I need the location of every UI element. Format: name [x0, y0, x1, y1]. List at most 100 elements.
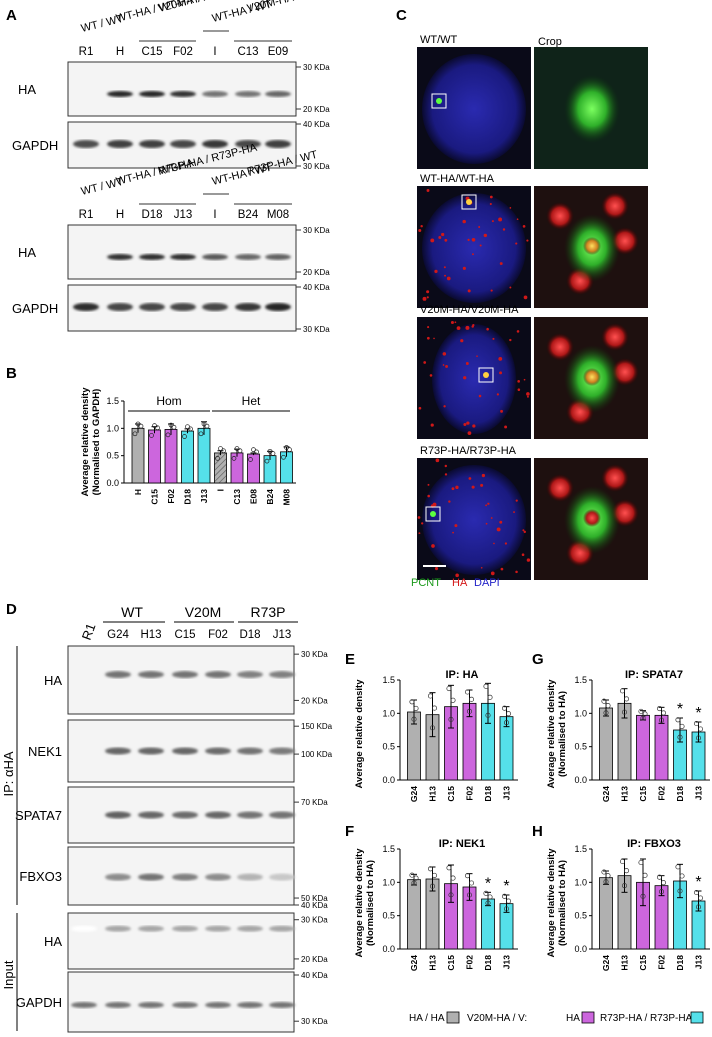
blot-a2-ha-marker-1: 20 KDa — [303, 268, 330, 277]
blot-a1-gapdh-band-0 — [73, 140, 99, 148]
d-lane-D18: D18 — [239, 629, 260, 641]
micro-red-dot-1-17 — [489, 202, 492, 206]
d-ip-band-NEK1-4 — [205, 747, 231, 755]
d-input-band-GAPDH-6 — [269, 1002, 295, 1008]
d-ip-label-HA: HA — [44, 673, 62, 688]
micro-red-dot-3-5 — [521, 553, 525, 557]
d-ip-band-NEK1-3 — [172, 747, 198, 755]
micro-red-dot-2-30 — [443, 405, 446, 408]
d-ip-band-SPATA7-1 — [105, 811, 131, 819]
d-ip-band-NEK1-6 — [269, 747, 295, 755]
micro-red-dot-1-12 — [478, 226, 481, 228]
d-ip-band-FBXO3-6 — [269, 873, 295, 881]
chart-h-ytick-label-1: 0.5 — [574, 911, 587, 921]
d-ip-band-HA-4 — [205, 671, 231, 679]
chart-g-dot-J13-2 — [695, 735, 702, 741]
chart-g-bar-F02 — [654, 714, 669, 781]
micro-red-dot-3-12 — [523, 530, 526, 534]
micro-red-dot-3-6 — [427, 483, 430, 486]
blot-a2-lane-4: I — [213, 209, 216, 221]
chart-h-xtick-H13: H13 — [620, 955, 630, 971]
legend-swatch-0 — [446, 1011, 460, 1024]
d-ip-band-NEK1-1 — [105, 747, 131, 755]
chart-h-ylabel: Average relative density(Normalised to H… — [546, 848, 568, 958]
chart-g-bar-G24 — [599, 707, 613, 781]
chart-g-ylabel: Average relative density(Normalised to H… — [546, 679, 568, 789]
legend-label-0: HA / HA — [409, 1013, 445, 1024]
chart-g-dot-G24-0 — [601, 698, 607, 704]
blot-a2-lane-6: M08 — [267, 209, 289, 221]
chart-h-ylabel-line1: Average relative density — [546, 848, 557, 958]
chart-f-xtick-H13: H13 — [428, 955, 438, 971]
micro-red-dot-3-39 — [444, 473, 448, 476]
d-input-band-HA-3 — [172, 925, 198, 932]
micro-red-dot-2-14 — [430, 423, 434, 427]
micro-red-dot-1-7 — [422, 296, 427, 301]
blot-a2-gapdh-marker-0: 40 KDa — [303, 283, 330, 292]
micro-red-dot-3-28 — [417, 516, 421, 519]
micro-nucleus-3 — [422, 465, 526, 575]
d-input-marker-GAPDH-1: 30 KDa — [301, 1017, 328, 1026]
chart-g-dot-H13-1 — [623, 696, 630, 702]
blot-a2-gapdh-label: GAPDH — [12, 301, 58, 316]
chart-f-dot-H13-1 — [431, 872, 438, 878]
b-ytick-label-3: 1.5 — [106, 396, 119, 406]
blot-a2-lane-0: R1 — [79, 209, 94, 221]
chart-f-xtick-C15: C15 — [446, 955, 456, 971]
chart-h-dot-C15-2 — [640, 893, 646, 899]
chart-g-dot-J13-0 — [693, 720, 700, 727]
micro-red-dot-1-22 — [467, 238, 470, 241]
micro-red-dot-3-13 — [454, 524, 458, 528]
micro-red-dot-2-32 — [509, 338, 512, 342]
micro-red-dot-1-35 — [434, 269, 438, 274]
micro-red-dot-3-8 — [448, 500, 451, 503]
d-input-band-HA-0 — [71, 925, 97, 932]
chart-g-dot-H13-2 — [621, 709, 628, 715]
chart-f-dot-D18-0 — [483, 890, 489, 896]
blot-a2-ha-band-5 — [235, 254, 261, 260]
d-ip-band-HA-1 — [105, 671, 131, 679]
micro-red-dot-2-34 — [426, 336, 430, 340]
micro-red-dot-1-27 — [420, 224, 423, 228]
b-dot-I-2 — [221, 448, 226, 454]
b-dot-M08-2 — [287, 447, 292, 453]
chart-h-dot-J13-0 — [693, 889, 700, 896]
blot-a1-ha-box — [67, 61, 297, 117]
chart-h-dot-F02-1 — [660, 880, 667, 886]
chart-e-dot-C15-0 — [446, 685, 452, 692]
chart-f-title: IP: NEK1 — [439, 838, 485, 850]
micro-red-dot-1-3 — [462, 219, 466, 224]
chart-g-dot-D18-0 — [675, 717, 681, 723]
micro-box-0 — [431, 93, 447, 109]
b-xtick-H: H — [133, 489, 143, 495]
d-ip-band-FBXO3-5 — [237, 873, 263, 881]
blot-a1-ha-band-4 — [202, 91, 228, 97]
legend-label-3: R73P-HA / R73P-HA — [600, 1013, 693, 1024]
b-bar-C15 — [148, 429, 161, 484]
d-ip-band-NEK1-2 — [138, 747, 164, 755]
chart-e-dot-H13-0 — [427, 693, 434, 699]
d-ip-marker-SPATA7-0: 70 KDa — [301, 798, 328, 807]
micro-red-dot-3-19 — [513, 511, 515, 513]
blot-a2-lane-5: B24 — [238, 209, 259, 221]
chart-f-ytick-label-0: 0.0 — [382, 944, 395, 954]
blot-a2-lane-1: H — [116, 209, 124, 221]
blot-a2-ha-box — [67, 224, 297, 280]
micro-crop-red-2-3 — [601, 323, 629, 351]
chart-f-dot-J13-1 — [505, 898, 512, 904]
chart-g-dot-D18-2 — [677, 734, 683, 740]
b-dot-H-2 — [138, 423, 144, 429]
chart-h-dot-F02-0 — [656, 874, 663, 880]
chart-e-letter: E — [345, 651, 355, 668]
b-ytick-label-1: 0.5 — [106, 451, 119, 461]
chart-g-dot-C15-1 — [642, 711, 648, 717]
b-dot-C15-2 — [155, 425, 160, 431]
genotype-legend: HA / HA V20M-HA / V: HA R73P-HA / R73P-HA — [409, 1011, 704, 1024]
micro-red-dot-1-30 — [418, 228, 422, 232]
b-dot-J13-0 — [198, 431, 204, 437]
chart-f-letter: F — [345, 823, 354, 840]
d-ip-band-FBXO3-2 — [138, 873, 164, 881]
d-input-box-HA — [67, 912, 295, 970]
micro-crop-red-2-0 — [546, 333, 574, 361]
micro-centrosome-3 — [430, 511, 436, 517]
